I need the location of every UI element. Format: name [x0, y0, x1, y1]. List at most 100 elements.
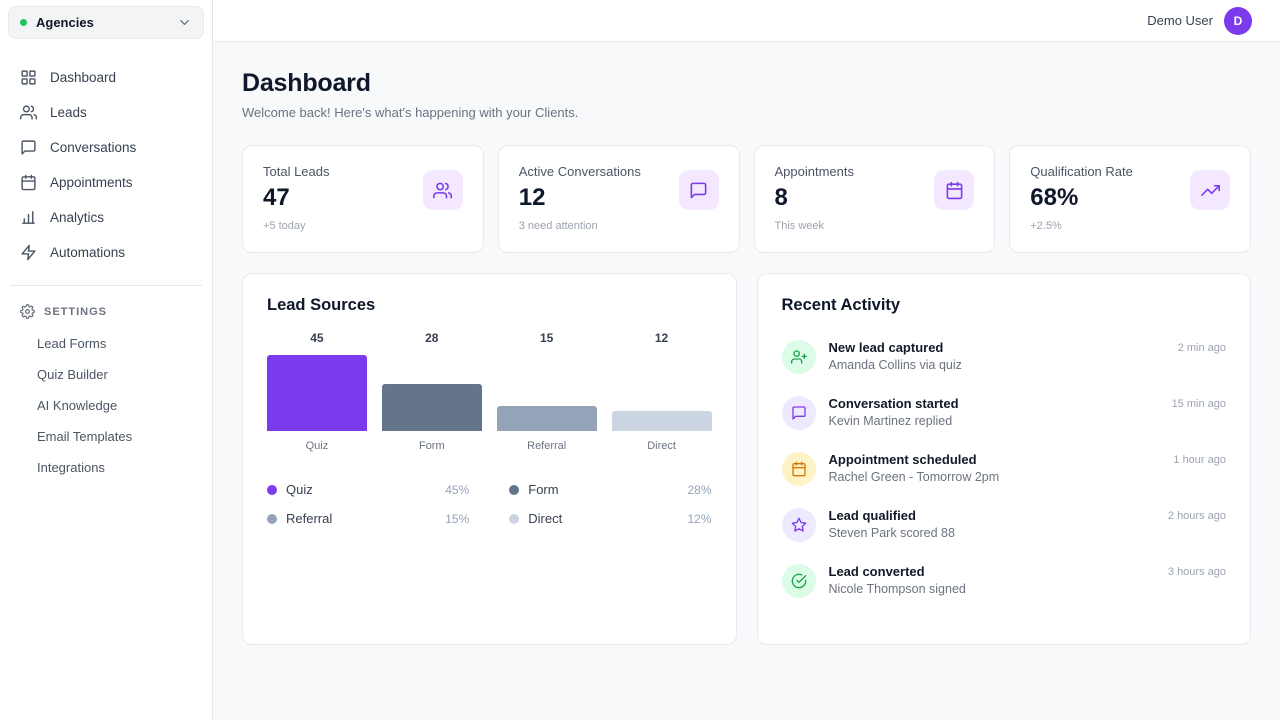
stat-value: 47 — [263, 184, 290, 211]
activity-title: New lead captured — [828, 340, 944, 355]
status-dot — [20, 19, 27, 26]
panels: Lead Sources 45 Quiz 28 Form 15 — [242, 273, 1251, 645]
activity-title: Lead converted — [828, 564, 925, 579]
activity-title: Lead qualified — [828, 508, 916, 523]
sidebar: Agencies Dashboard Leads Conversations A… — [0, 0, 213, 720]
bar-column-referral: 15 Referral — [496, 331, 597, 452]
stat-card-active-conversations: Active Conversations 12 3 need attention — [497, 145, 740, 253]
stat-sub: 3 need attention — [518, 220, 598, 232]
list-item: Appointment scheduled Rachel Green - Tom… — [781, 441, 1226, 497]
sidebar-item-label: Leads — [50, 105, 87, 120]
org-selector[interactable]: Agencies — [8, 6, 204, 39]
lead-sources-panel: Lead Sources 45 Quiz 28 Form 15 — [242, 273, 737, 645]
bar-value: 15 — [540, 331, 554, 345]
calendar-icon — [20, 174, 37, 191]
stat-sub: +5 today — [263, 220, 306, 232]
bar-value: 45 — [310, 331, 324, 345]
user-name: Demo User — [1147, 13, 1213, 28]
sidebar-item-lead-forms[interactable]: Lead Forms — [37, 336, 107, 351]
stat-value: 68% — [1030, 184, 1079, 211]
bar-quiz — [267, 355, 367, 431]
sidebar-item-label: Conversations — [50, 140, 137, 155]
page-content: Dashboard Welcome back! Here's what's ha… — [213, 42, 1280, 720]
legend-label: Referral — [286, 511, 333, 526]
sidebar-item-label: Automations — [50, 245, 126, 260]
stat-card-total-leads: Total Leads 47 +5 today — [242, 145, 484, 253]
activity-title: Conversation started — [828, 396, 959, 411]
activity-time: 1 hour ago — [1173, 454, 1226, 466]
chart-legend: Quiz 45% Form 28% Referral 15% — [267, 478, 712, 530]
bar-column-form: 28 Form — [381, 331, 482, 452]
calendar-icon — [934, 170, 975, 210]
sidebar-divider — [10, 285, 202, 286]
sidebar-item-email-templates[interactable]: Email Templates — [37, 429, 133, 444]
sidebar-item-integrations[interactable]: Integrations — [37, 460, 105, 475]
stat-label: Total Leads — [263, 164, 330, 179]
activity-time: 2 min ago — [1177, 342, 1226, 354]
bar-value: 28 — [425, 331, 439, 345]
stat-label: Qualification Rate — [1030, 164, 1133, 179]
trending-up-icon — [1190, 170, 1230, 210]
recent-activity-panel: Recent Activity New lead captured Amanda… — [756, 273, 1251, 645]
zap-icon — [20, 244, 37, 261]
activity-list: New lead captured Amanda Collins via qui… — [781, 329, 1226, 609]
chat-icon — [781, 396, 816, 430]
sidebar-item-label: Analytics — [50, 210, 105, 225]
grid-icon — [20, 69, 37, 86]
legend-label: Quiz — [286, 482, 313, 497]
activity-subtitle: Amanda Collins via quiz — [828, 358, 962, 372]
bar-chart: 45 Quiz 28 Form 15 Referral — [267, 331, 712, 452]
list-item: New lead captured Amanda Collins via qui… — [781, 329, 1226, 385]
legend-label: Direct — [528, 511, 563, 526]
bar-label: Direct — [647, 440, 676, 452]
star-icon — [781, 508, 816, 542]
chevron-down-icon — [177, 15, 192, 30]
sidebar-item-dashboard[interactable]: Dashboard — [8, 61, 204, 94]
stat-value: 8 — [774, 184, 788, 211]
sidebar-item-appointments[interactable]: Appointments — [8, 166, 204, 199]
legend-percent: 15% — [445, 511, 470, 526]
users-icon — [422, 170, 463, 210]
bar-label: Form — [418, 440, 445, 452]
stat-label: Active Conversations — [518, 164, 641, 179]
settings-section-header: Settings — [8, 300, 204, 323]
legend-label: Form — [528, 482, 559, 497]
activity-subtitle: Steven Park scored 88 — [828, 526, 955, 540]
sidebar-nav: Dashboard Leads Conversations Appointmen… — [8, 61, 204, 269]
settings-section-label: Settings — [44, 305, 108, 318]
sidebar-item-quiz-builder[interactable]: Quiz Builder — [37, 367, 108, 382]
sidebar-item-conversations[interactable]: Conversations — [8, 131, 204, 164]
list-item: Conversation started Kevin Martinez repl… — [781, 385, 1226, 441]
bar-referral — [496, 406, 597, 431]
legend-dot — [267, 513, 277, 524]
stat-sub: This week — [774, 220, 825, 232]
list-item: Lead qualified Steven Park scored 88 2 h… — [781, 497, 1226, 553]
activity-title: Appointment scheduled — [828, 452, 977, 467]
legend-percent: 45% — [445, 482, 470, 497]
activity-time: 15 min ago — [1171, 398, 1226, 410]
calendar-icon — [781, 452, 816, 486]
stat-sub: +2.5% — [1030, 220, 1062, 232]
avatar[interactable]: D — [1224, 6, 1252, 35]
legend-item-referral: Referral 15% — [267, 507, 469, 530]
legend-dot — [509, 484, 520, 495]
check-circle-icon — [781, 564, 816, 598]
bar-direct — [611, 411, 712, 431]
activity-subtitle: Rachel Green - Tomorrow 2pm — [828, 470, 1000, 484]
sidebar-item-automations[interactable]: Automations — [8, 236, 204, 269]
bar-chart-icon — [20, 209, 37, 226]
sidebar-item-ai-knowledge[interactable]: AI Knowledge — [37, 398, 118, 413]
bar-value: 12 — [654, 331, 669, 345]
sidebar-item-leads[interactable]: Leads — [8, 96, 204, 129]
legend-percent: 28% — [687, 482, 712, 497]
sidebar-item-analytics[interactable]: Analytics — [8, 201, 204, 234]
bar-label: Quiz — [305, 440, 329, 452]
activity-time: 3 hours ago — [1167, 566, 1226, 578]
bar-label: Referral — [527, 440, 567, 452]
sidebar-item-label: Dashboard — [50, 70, 117, 85]
stat-value: 12 — [518, 184, 546, 211]
legend-percent: 12% — [687, 511, 712, 526]
topbar: Demo User D — [213, 0, 1280, 42]
org-selector-label: Agencies — [36, 15, 94, 30]
legend-item-form: Form 28% — [509, 478, 712, 501]
